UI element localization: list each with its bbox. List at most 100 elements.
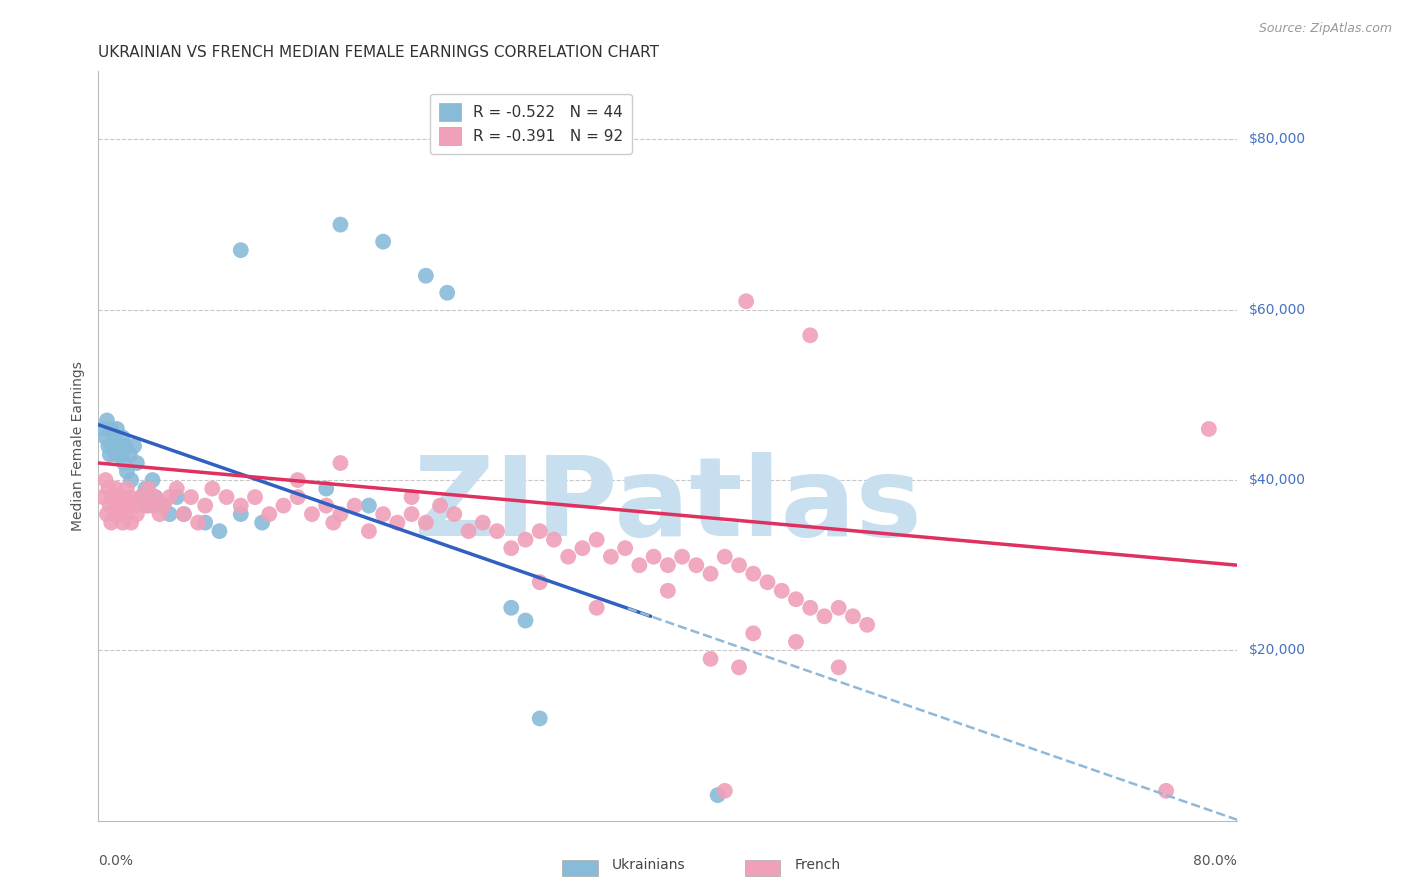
Point <box>229 499 252 513</box>
Point <box>114 507 136 521</box>
Text: $20,000: $20,000 <box>1249 643 1305 657</box>
Point <box>115 465 138 479</box>
Point <box>443 507 465 521</box>
Point <box>208 524 231 538</box>
Text: $40,000: $40,000 <box>1249 473 1305 487</box>
Point <box>543 533 565 547</box>
Point <box>813 609 835 624</box>
Point <box>685 558 707 573</box>
Point <box>111 430 134 444</box>
Point <box>96 507 118 521</box>
Point <box>357 524 380 538</box>
Point <box>187 516 209 530</box>
Point <box>111 516 134 530</box>
Point <box>229 243 252 257</box>
Point <box>657 558 679 573</box>
Point <box>515 533 537 547</box>
Point <box>118 448 141 462</box>
Point <box>799 600 821 615</box>
Text: French: French <box>794 858 841 872</box>
Point <box>515 614 537 628</box>
Point <box>98 448 121 462</box>
Text: 80.0%: 80.0% <box>1194 855 1237 868</box>
Point <box>201 482 224 496</box>
Point <box>125 456 148 470</box>
Point <box>735 294 758 309</box>
Point <box>387 516 409 530</box>
Point <box>125 507 148 521</box>
Point <box>229 507 252 521</box>
Point <box>112 490 135 504</box>
Point <box>129 490 152 504</box>
Point <box>471 516 494 530</box>
Point <box>97 482 120 496</box>
Point <box>756 575 779 590</box>
Point <box>259 507 281 521</box>
Point <box>110 499 132 513</box>
Point <box>215 490 238 504</box>
Point <box>103 507 125 521</box>
Point <box>120 473 142 487</box>
Point <box>706 788 728 802</box>
Point <box>585 533 607 547</box>
Point <box>329 456 352 470</box>
Point <box>159 490 181 504</box>
Point <box>614 541 637 556</box>
Point <box>104 448 127 462</box>
Point <box>122 439 145 453</box>
Point <box>159 507 181 521</box>
Point <box>129 490 152 504</box>
Point <box>152 499 174 513</box>
Point <box>415 516 437 530</box>
Point <box>103 430 125 444</box>
Point <box>373 235 395 249</box>
Point <box>529 575 551 590</box>
Point <box>429 499 451 513</box>
Point <box>105 422 128 436</box>
Point <box>301 507 323 521</box>
Point <box>94 473 117 487</box>
Point <box>529 524 551 538</box>
Point <box>315 499 337 513</box>
Point <box>101 490 124 504</box>
Point <box>136 499 159 513</box>
Point <box>114 439 136 453</box>
Point <box>273 499 295 513</box>
Point <box>557 549 579 564</box>
Point <box>122 499 145 513</box>
Point <box>1198 422 1220 436</box>
Point <box>657 583 679 598</box>
Point <box>799 328 821 343</box>
Point <box>457 524 479 538</box>
Point <box>136 482 159 496</box>
Point <box>486 524 509 538</box>
Point <box>643 549 665 564</box>
Point <box>828 660 851 674</box>
Point <box>112 456 135 470</box>
Point <box>401 507 423 521</box>
Point <box>118 490 141 504</box>
Point <box>501 541 523 556</box>
Point <box>153 499 176 513</box>
Point <box>91 490 114 504</box>
Point <box>141 499 163 513</box>
Point <box>628 558 651 573</box>
Point <box>96 413 118 427</box>
Point <box>699 652 721 666</box>
Point <box>343 499 366 513</box>
Point <box>108 439 131 453</box>
Point <box>828 600 851 615</box>
Point <box>173 507 195 521</box>
Point <box>728 660 751 674</box>
Text: Ukrainians: Ukrainians <box>612 858 685 872</box>
Point <box>98 499 121 513</box>
Point <box>671 549 693 564</box>
Point <box>714 784 737 798</box>
Point <box>149 507 172 521</box>
Point <box>243 490 266 504</box>
Point <box>322 516 344 530</box>
Point <box>117 499 139 513</box>
Legend: R = -0.522   N = 44, R = -0.391   N = 92: R = -0.522 N = 44, R = -0.391 N = 92 <box>430 94 633 153</box>
Point <box>104 482 127 496</box>
Point <box>166 482 188 496</box>
